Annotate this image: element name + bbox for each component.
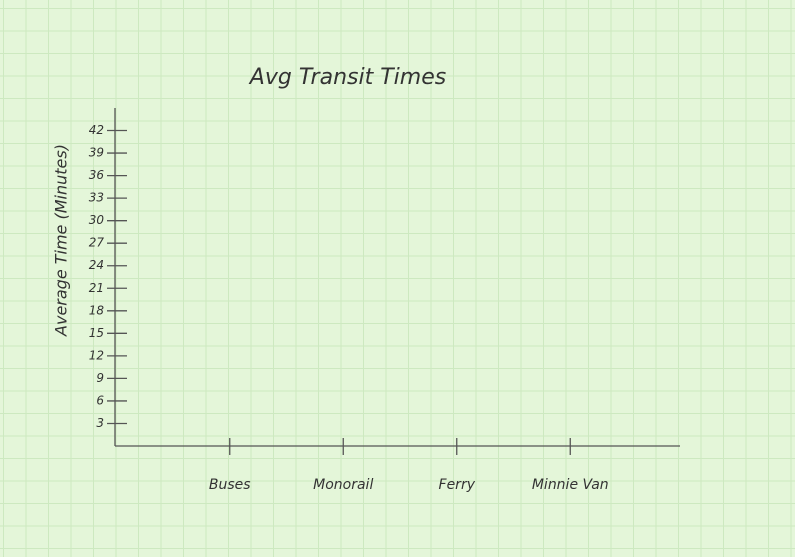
y-tick-label: 6 xyxy=(96,393,104,407)
y-tick-label: 18 xyxy=(89,303,105,317)
y-tick-label: 30 xyxy=(89,213,105,227)
x-tick-label: Buses xyxy=(209,477,251,493)
y-tick-label: 42 xyxy=(89,123,104,137)
x-tick-label: Monorail xyxy=(313,477,373,493)
x-tick-label: Ferry xyxy=(439,477,476,493)
y-tick-label: 27 xyxy=(89,236,105,250)
y-tick-label: 9 xyxy=(96,371,104,385)
y-tick-label: 33 xyxy=(89,191,104,205)
y-axis-label: Average Time (Minutes) xyxy=(52,144,71,337)
y-tick-label: 36 xyxy=(89,168,105,182)
chart-title: Avg Transit Times xyxy=(248,65,446,90)
y-tick-label: 3 xyxy=(96,416,104,430)
y-tick-label: 15 xyxy=(89,326,104,340)
x-tick-label: Minnie Van xyxy=(532,477,609,493)
y-tick-label: 12 xyxy=(89,348,104,362)
y-tick-label: 21 xyxy=(89,281,104,295)
y-tick-label: 24 xyxy=(89,258,104,272)
y-tick-label: 39 xyxy=(89,146,104,160)
